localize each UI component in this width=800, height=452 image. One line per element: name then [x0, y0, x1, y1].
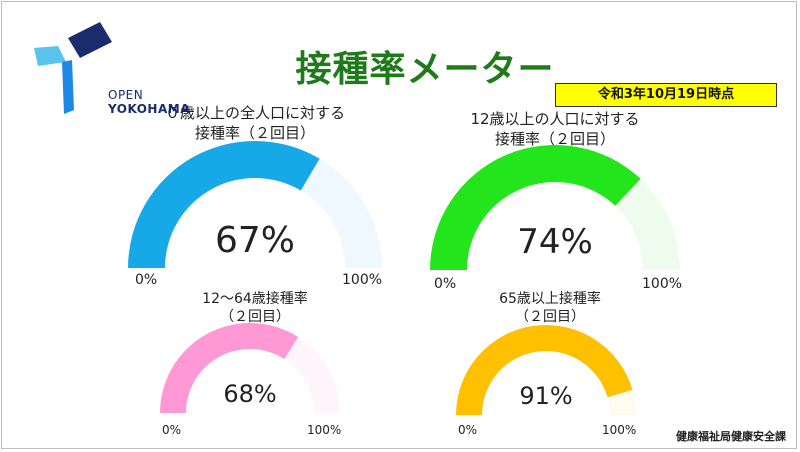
gauge-min-label: 0%	[135, 272, 158, 288]
gauge-label-line-1: 65歳以上接種率	[499, 291, 601, 307]
gauge-value: 74%	[517, 222, 593, 262]
gauge-value: 67%	[214, 220, 295, 261]
gauge-arc	[456, 324, 636, 415]
gauge-fill	[128, 141, 320, 268]
gauge-track	[284, 337, 340, 413]
gauge-label-line-1: ０歳以上の全人口に対する	[164, 104, 345, 122]
gauge-65-and-over: 65歳以上接種率 （２回目） 91% 0% 100%	[440, 285, 660, 445]
gauge-fill	[430, 144, 641, 270]
gauge-fill	[456, 324, 633, 415]
logo-line-2: YOKOHAMA	[108, 102, 190, 116]
gauge-label-line-2: （２回目）	[220, 309, 290, 325]
gauge-track	[615, 178, 680, 270]
gauge-12-and-over: 12歳以上の人口に対する 接種率（２回目） 74% 0% 100%	[410, 100, 700, 300]
gauge-label-line-2: 接種率（２回目）	[494, 130, 615, 148]
logo-text: OPEN YOKOHAMA	[108, 88, 190, 116]
gauge-min-label: 0%	[162, 423, 182, 437]
gauge-12-to-64: 12～64歳接種率 （２回目） 68% 0% 100%	[145, 285, 365, 445]
page-title: 接種率メーター	[295, 49, 555, 90]
logo-mark-icon	[34, 22, 112, 114]
gauge-label-line-2: （２回目）	[515, 309, 585, 325]
gauge-all-population: ０歳以上の全人口に対する 接種率（２回目） 67% 0% 100%	[110, 100, 400, 300]
gauge-arc	[430, 144, 680, 270]
logo-line-1: OPEN	[108, 88, 144, 102]
gauge-arc	[160, 323, 340, 413]
gauge-track	[300, 158, 382, 268]
gauge-label-line-2: 接種率（２回目）	[194, 124, 315, 142]
open-yokohama-logo: OPEN YOKOHAMA	[28, 18, 189, 118]
gauge-label-line-1: 12歳以上の人口に対する	[470, 110, 640, 128]
gauge-max-label: 100%	[342, 272, 383, 288]
gauge-arc	[128, 141, 382, 268]
department-credit: 健康福祉局健康安全課	[676, 430, 786, 443]
gauge-value: 91%	[519, 382, 573, 410]
date-badge: 令和3年10月19日時点	[555, 83, 777, 107]
gauge-min-label: 0%	[434, 276, 457, 292]
gauge-max-label: 100%	[642, 276, 683, 292]
gauge-label-line-1: 12～64歳接種率	[202, 291, 308, 307]
gauge-value: 68%	[223, 380, 277, 408]
gauge-min-label: 0%	[458, 423, 478, 437]
gauge-max-label: 100%	[602, 423, 637, 437]
gauge-max-label: 100%	[307, 423, 342, 437]
gauge-track	[607, 389, 636, 415]
gauge-fill	[160, 323, 299, 413]
